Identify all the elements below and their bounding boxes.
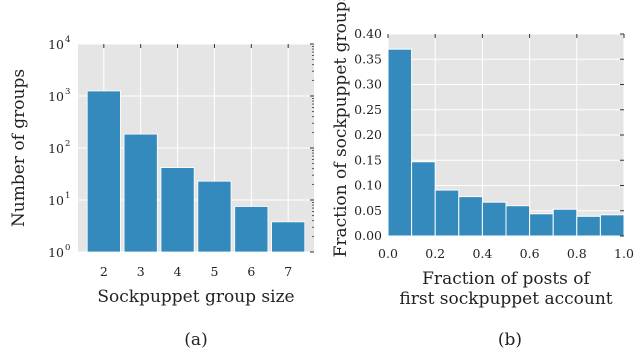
x-tick-label: 0.4 xyxy=(472,246,492,261)
panel-a-bars xyxy=(86,90,306,253)
panel-b-x-label-line1: Fraction of posts of xyxy=(422,269,591,289)
x-tick-label: 2 xyxy=(100,264,108,279)
x-tick-label: 7 xyxy=(284,264,292,279)
panel-a-x-label: Sockpuppet group size xyxy=(97,287,294,307)
bin-6 xyxy=(529,213,554,237)
y-tick-label: 0.20 xyxy=(354,127,382,142)
y-tick-exponent: 0 xyxy=(65,243,70,253)
x-tick-label: 0.2 xyxy=(425,246,445,261)
bar-6 xyxy=(234,206,269,253)
bin-0 xyxy=(387,48,413,237)
panel-a-caption: (a) xyxy=(184,330,207,350)
y-tick-label: 10 xyxy=(48,193,64,208)
panel-b-caption: (b) xyxy=(498,330,522,350)
bin-4 xyxy=(481,201,507,237)
y-tick-exponent: 2 xyxy=(65,139,70,149)
panel-b: 0.0 0.2 0.4 0.6 0.8 1.0 0.000.050.100.150.200… xyxy=(331,0,634,350)
y-tick-label: 0.00 xyxy=(354,228,382,243)
x-tick-label: 5 xyxy=(210,264,218,279)
y-tick-label: 0.40 xyxy=(354,26,382,41)
y-tick-label: 0.05 xyxy=(354,203,382,218)
y-tick-exponent: 3 xyxy=(65,87,70,97)
panel-a-x-ticks: 2 3 4 5 6 7 xyxy=(100,44,292,279)
x-tick-label: 0.0 xyxy=(378,246,398,261)
y-tick-base: 10 xyxy=(48,193,64,208)
panel-b-x-ticks: 0.0 0.2 0.4 0.6 0.8 1.0 xyxy=(378,34,634,261)
y-tick-base: 10 xyxy=(48,141,64,156)
bin-8 xyxy=(576,215,601,237)
bar-7 xyxy=(271,221,306,253)
x-tick-label: 4 xyxy=(174,264,182,279)
x-tick-label: 1.0 xyxy=(614,246,634,261)
x-tick-label: 3 xyxy=(137,264,145,279)
y-tick-label: 0.35 xyxy=(354,51,382,66)
panel-b-y-label: Fraction of sockpuppet groups xyxy=(331,0,351,257)
y-tick-label: 0.10 xyxy=(354,178,382,193)
y-tick-label: 10 xyxy=(48,89,64,104)
y-tick-label: 0.15 xyxy=(354,152,382,167)
y-tick-exponent: 1 xyxy=(65,191,70,201)
y-tick-label: 10 xyxy=(48,141,64,156)
y-tick-label: 0.30 xyxy=(354,77,382,92)
bin-3 xyxy=(458,196,483,237)
bar-2 xyxy=(86,90,121,253)
y-tick-base: 10 xyxy=(48,37,64,52)
y-tick-exponent: 4 xyxy=(65,35,70,45)
bin-5 xyxy=(505,205,531,237)
x-tick-label: 0.6 xyxy=(520,246,540,261)
bin-9 xyxy=(599,214,625,237)
bin-2 xyxy=(434,189,460,237)
y-tick-label: 10 xyxy=(48,245,64,260)
x-tick-label: 6 xyxy=(247,264,255,279)
y-tick-base: 10 xyxy=(48,245,64,260)
panel-a-y-label: Number of groups xyxy=(9,69,29,227)
y-tick-base: 10 xyxy=(48,89,64,104)
y-tick-label: 0.25 xyxy=(354,102,382,117)
x-tick-label: 0.8 xyxy=(567,246,587,261)
panel-b-x-label-line2: first sockpuppet account xyxy=(399,289,612,309)
panel-b-bars xyxy=(387,48,625,237)
bin-1 xyxy=(411,161,436,237)
bar-3 xyxy=(123,133,158,253)
panel-b-y-ticks: 0.00 0.05 0.10 0.15 0.20 0.25 0.30 0.35 0.40 xyxy=(354,26,624,243)
y-tick-label: 10 xyxy=(48,37,64,52)
bin-7 xyxy=(552,208,578,237)
bar-4 xyxy=(160,167,195,253)
bar-5 xyxy=(197,180,232,253)
